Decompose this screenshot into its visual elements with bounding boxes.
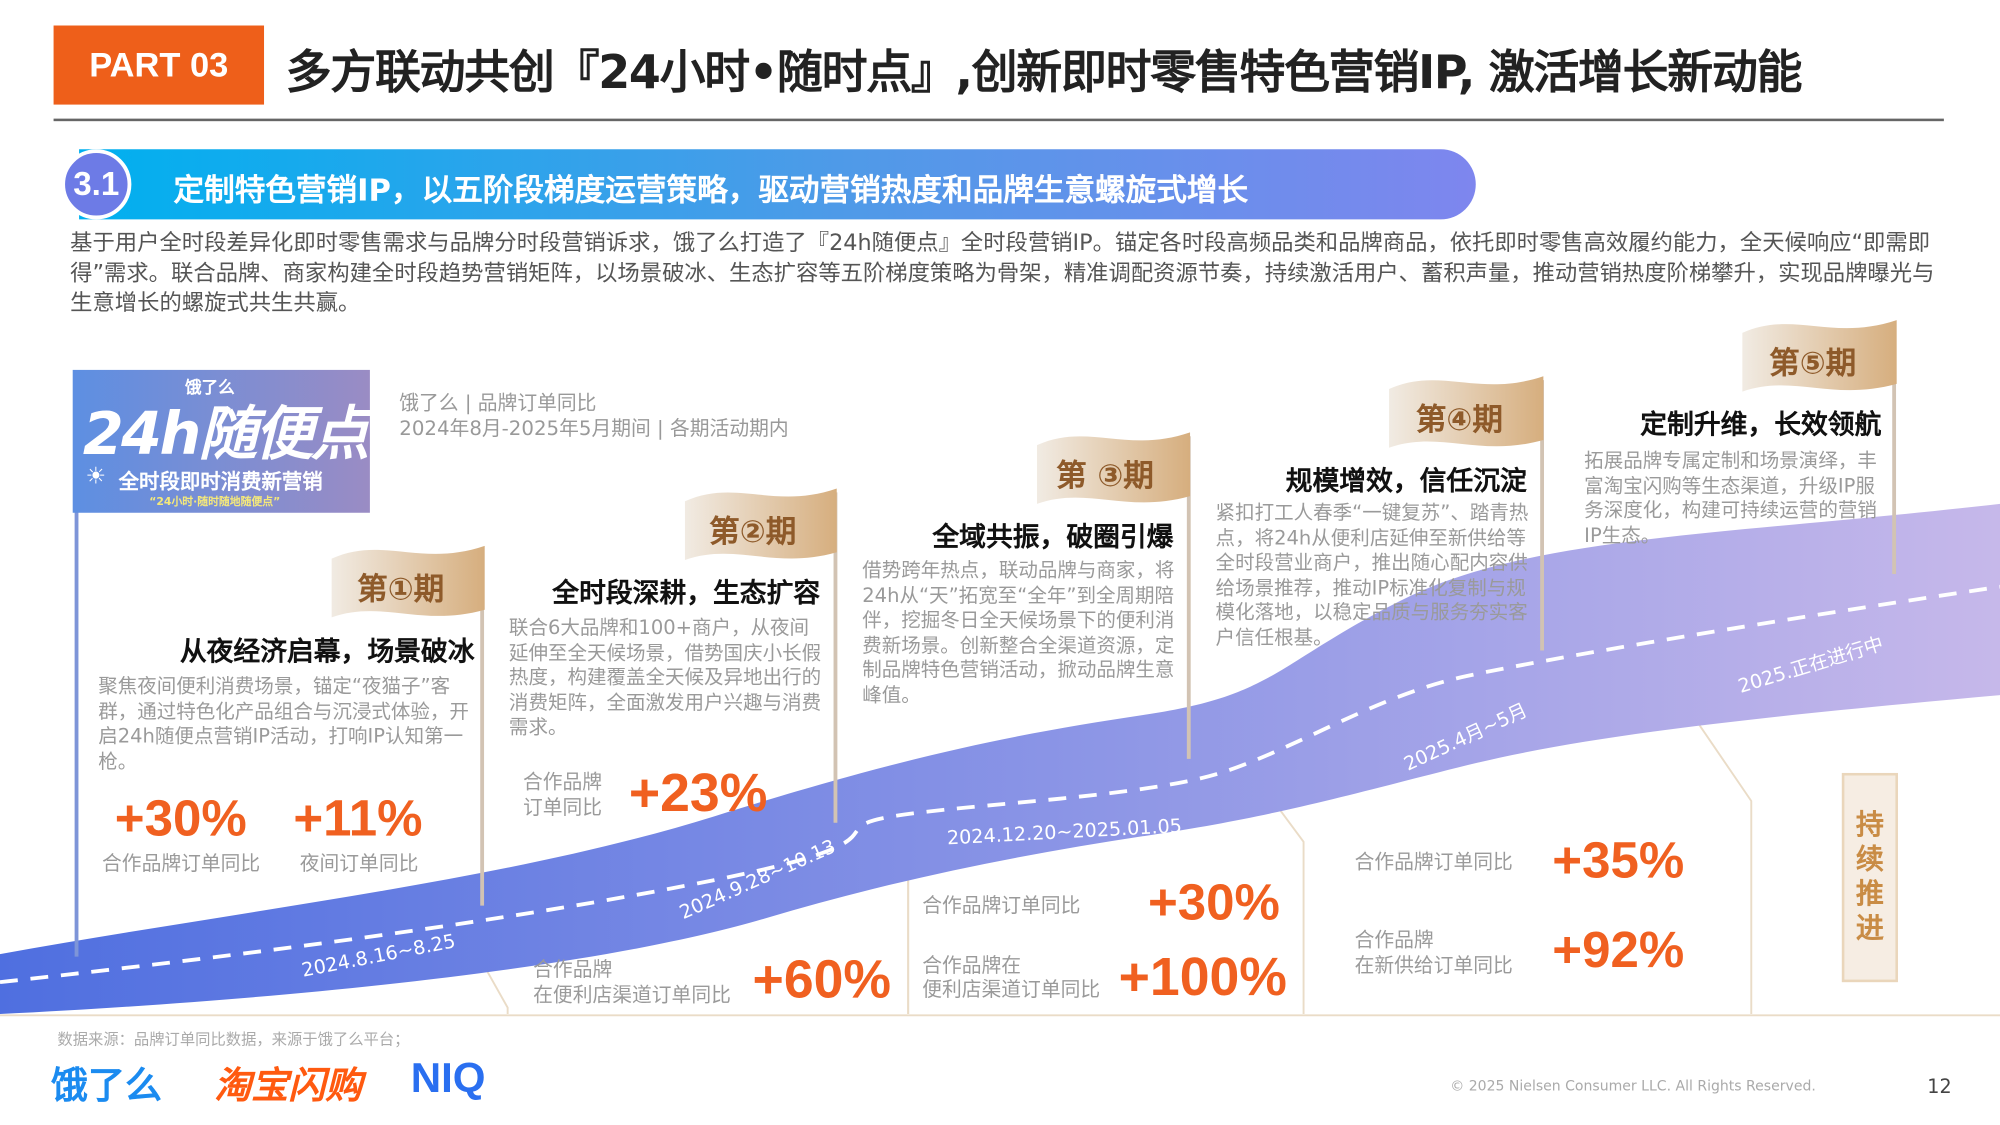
phase-1-stat-2-label: 夜间订单同比 — [299, 852, 419, 875]
source-line-2: 2024年8月-2025年5月期间 | 各期活动期内 — [399, 417, 789, 441]
stat-box-borders — [0, 720, 2000, 1017]
section-number: 3.1 — [61, 149, 132, 220]
phase-2-stat-1-label-1: 合作品牌 — [522, 770, 603, 794]
logo-slogan: “24小时·随时随地随便点” — [149, 496, 281, 509]
flags — [331, 320, 1897, 618]
logo-brand: 饿了么 — [184, 378, 235, 398]
section-title: 定制特色营销IP，以五阶段梯度运营策略，驱动营销热度和品牌生意螺旋式增长 — [173, 172, 1249, 208]
page-title: 多方联动共创『24小时•随时点』,创新即时零售特色营销IP, 激活增长新动能 — [285, 47, 1803, 100]
logo-subtitle: 全时段即时消费新营销 — [118, 469, 323, 494]
page-number: 12 — [1927, 1075, 1952, 1099]
lightbulb-icon: ☀ — [85, 463, 107, 490]
phase-2-flag: 第②期 — [709, 514, 797, 550]
timeline-ribbon — [0, 503, 2000, 1015]
phase-1-stat-1: +30% — [114, 790, 247, 847]
phase-4-stat-2: +92% — [1552, 922, 1685, 979]
phase-4-heading: 规模增效，信任沉淀 — [1285, 465, 1527, 497]
phase-4-flag: 第④期 — [1415, 401, 1503, 438]
phase-5-flag: 第⑤期 — [1769, 345, 1857, 382]
copyright: © 2025 Nielsen Consumer LLC. All Rights … — [1450, 1077, 1816, 1095]
phase-2-stat-2-label-2: 在便利店渠道订单同比 — [533, 983, 731, 1007]
logo-name: 24h随便点 — [82, 399, 370, 469]
phase-3-stat-1: +30% — [1147, 874, 1280, 932]
source-line-1: 饿了么 | 品牌订单同比 — [399, 391, 597, 415]
phase-2-stat-1: +23% — [628, 762, 768, 823]
part-label: PART 03 — [53, 25, 265, 105]
24h-suibiandian-logo: 饿了么 24h随便点 ☀ 全时段即时消费新营销 “24小时·随时随地随便点” — [72, 369, 370, 513]
phase-5-heading: 定制升维，长效领航 — [1640, 409, 1882, 441]
phase-2-stat-2: +60% — [752, 948, 892, 1009]
phase-3-heading: 全域共振，破圈引爆 — [932, 521, 1174, 553]
phase-3-flag: 第 ③期 — [1056, 457, 1154, 494]
phase-5-desc: 拓展品牌专属定制和场景演绎，丰富淘宝闪购等生态渠道，升级IP服务深度化，构建可持… — [1584, 448, 1877, 547]
intro-paragraph: 基于用户全时段差异化即时零售需求与品牌分时段营销诉求，饿了么打造了『24h随便点… — [70, 230, 1935, 317]
phase-2-stat-2-label-1: 合作品牌 — [533, 957, 613, 981]
phase-1-desc: 聚焦夜间便利消费场景，锚定“夜猫子”客群，通过特色化产品组合与沉浸式体验，开启2… — [98, 674, 469, 773]
phase-1-flag: 第①期 — [357, 571, 445, 608]
section-banner — [79, 149, 1476, 220]
niq-logo: NIQ — [410, 1053, 486, 1101]
phase-2-heading: 全时段深耕，生态扩容 — [552, 577, 821, 609]
taobao-shangou-logo: 淘宝闪购 — [214, 1063, 363, 1108]
phase-3-stat-2-label-2: 便利店渠道订单同比 — [922, 978, 1101, 1002]
phase-1-stat-1-label: 合作品牌订单同比 — [102, 852, 261, 875]
phase-3-stat-2-label-1: 合作品牌在 — [922, 954, 1022, 978]
phase-2-desc: 联合6大品牌和100+商户，从夜间延伸至全天候场景，借势国庆小长假热度，构建覆盖… — [508, 616, 822, 739]
phase-4-stat-1: +35% — [1552, 832, 1685, 890]
phase-1-stat-2: +11% — [293, 790, 423, 847]
phase-3-stat-1-label: 合作品牌订单同比 — [922, 894, 1081, 918]
phase-4-desc: 紧扣打工人春季“一键复苏”、踏青热点，将24h从便利店延伸至新供给等全时段营业商… — [1215, 501, 1529, 650]
eleme-logo: 饿了么 — [51, 1063, 163, 1108]
phase-2-stat-1-label-2: 订单同比 — [522, 795, 603, 819]
keep-going-badge: 持续推进 — [1841, 772, 1898, 983]
title-divider — [53, 118, 1944, 122]
phase-1-heading: 从夜经济启幕，场景破冰 — [179, 636, 475, 668]
data-source-note: 数据来源：品牌订单同比数据，来源于饿了么平台； — [57, 1030, 410, 1049]
phase-4-stat-2-label-2: 在新供给订单同比 — [1354, 954, 1513, 978]
timeline-dashed-path — [0, 584, 2000, 985]
phase-3-desc: 借势跨年热点，联动品牌与商家，将24h从“天”拓宽至“全年”到全周期陪伴，挖掘冬… — [862, 558, 1175, 707]
phase-4-stat-1-label: 合作品牌订单同比 — [1354, 850, 1513, 874]
phase-3-stat-2: +100% — [1118, 946, 1287, 1007]
phase-4-stat-2-label-1: 合作品牌 — [1354, 928, 1434, 952]
